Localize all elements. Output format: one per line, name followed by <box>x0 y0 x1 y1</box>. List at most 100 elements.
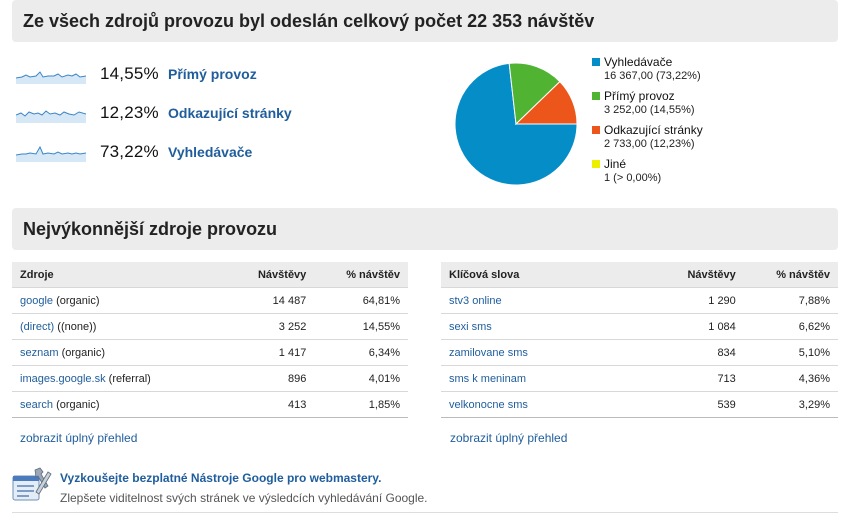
sparkline-icon <box>16 109 86 123</box>
row-link[interactable]: sexi sms <box>449 320 492 333</box>
visits-cell: 896 <box>228 365 315 392</box>
source-cell: images.google.sk (referral) <box>12 365 228 392</box>
column-header[interactable]: Klíčová slova <box>441 262 657 288</box>
table-row: google (organic) 14 487 64,81% <box>12 287 408 314</box>
legend-category: Odkazující stránky <box>604 123 703 137</box>
link-direct-traffic[interactable]: Přímý provoz <box>168 65 257 82</box>
table-row: zamilovane sms 834 5,10% <box>441 339 838 366</box>
visits-cell: 834 <box>657 339 744 366</box>
table-header-row: Klíčová slova Návštěvy % návštěv <box>441 262 838 288</box>
row-link[interactable]: images.google.sk <box>20 372 106 385</box>
percent-cell: 4,01% <box>314 365 408 392</box>
top-sources-title: Nejvýkonnější zdroje provozu <box>23 218 278 239</box>
source-cell: zamilovane sms <box>441 339 657 366</box>
table-row: (direct) ((none)) 3 252 14,55% <box>12 313 408 340</box>
link-search-engines[interactable]: Vyhledávače <box>168 143 253 160</box>
row-link[interactable]: sms k meninam <box>449 372 527 385</box>
visits-cell: 3 252 <box>228 313 315 340</box>
row-link[interactable]: seznam <box>20 346 59 359</box>
promo-title-link[interactable]: Vyzkoušejte bezplatné Nástroje Google pr… <box>60 471 382 485</box>
row-link[interactable]: velkonocne sms <box>449 398 528 411</box>
percent-cell: 14,55% <box>314 313 408 340</box>
sparkline-icon <box>16 145 86 162</box>
visits-cell: 713 <box>657 365 744 392</box>
legend-label: Odkazující stránky <box>592 123 703 137</box>
source-cell: google (organic) <box>12 287 228 314</box>
source-cell: search (organic) <box>12 391 228 418</box>
summary-row-direct: 14,55% Přímý provoz <box>16 54 436 93</box>
keywords-table: Klíčová slova Návštěvy % návštěv stv3 on… <box>441 262 838 418</box>
link-referring-sites[interactable]: Odkazující stránky <box>168 104 292 121</box>
legend-item: Přímý provoz 3 252,00 (14,55%) <box>592 89 703 116</box>
legend-label: Jiné <box>592 157 703 171</box>
keywords-full-report-link[interactable]: zobrazit úplný přehled <box>450 431 568 445</box>
table-row: velkonocne sms 539 3,29% <box>441 391 838 418</box>
promo-text: Zlepšete viditelnost svých stránek ve vý… <box>60 491 428 505</box>
legend-value: 1 (> 0,00%) <box>604 172 662 184</box>
legend-swatch <box>592 92 600 100</box>
legend-category: Vyhledávače <box>604 55 673 69</box>
legend-item: Jiné 1 (> 0,00%) <box>592 157 703 184</box>
percent-cell: 7,88% <box>743 287 838 314</box>
row-link[interactable]: google <box>20 294 54 307</box>
row-link[interactable]: stv3 online <box>449 294 502 307</box>
sources-full-report-link[interactable]: zobrazit úplný přehled <box>20 431 138 445</box>
visits-cell: 413 <box>228 391 315 418</box>
percent-cell: 1,85% <box>314 391 408 418</box>
table-row: stv3 online 1 290 7,88% <box>441 287 838 314</box>
legend-value: 16 367,00 (73,22%) <box>604 70 701 82</box>
source-cell: (direct) ((none)) <box>12 313 228 340</box>
legend-swatch <box>592 126 600 134</box>
row-link[interactable]: search <box>20 398 54 411</box>
source-cell: stv3 online <box>441 287 657 314</box>
percent-cell: 5,10% <box>743 339 838 366</box>
divider <box>12 512 838 513</box>
traffic-pie-chart <box>454 62 578 186</box>
summary-percent: 12,23% <box>100 102 159 122</box>
table-header-row: Zdroje Návštěvy % návštěv <box>12 262 408 288</box>
column-header[interactable]: % návštěv <box>743 262 838 288</box>
column-header[interactable]: % návštěv <box>314 262 408 288</box>
percent-cell: 4,36% <box>743 365 838 392</box>
percent-cell: 3,29% <box>743 391 838 418</box>
percent-cell: 6,34% <box>314 339 408 366</box>
legend-value: 3 252,00 (14,55%) <box>604 104 695 116</box>
webmaster-tools-icon <box>12 467 52 501</box>
sources-table: Zdroje Návštěvy % návštěv google (organi… <box>12 262 408 418</box>
summary-title: Ze všech zdrojů provozu byl odeslán celk… <box>23 10 595 31</box>
summary-header: Ze všech zdrojů provozu byl odeslán celk… <box>12 0 838 42</box>
visits-cell: 1 084 <box>657 313 744 340</box>
row-link[interactable]: zamilovane sms <box>449 346 528 359</box>
column-header[interactable]: Návštěvy <box>657 262 744 288</box>
medium-label: ((none)) <box>54 320 97 333</box>
sparkline-icon <box>16 70 86 84</box>
source-cell: sms k meninam <box>441 365 657 392</box>
legend-item: Odkazující stránky 2 733,00 (12,23%) <box>592 123 703 150</box>
pie-legend: Vyhledávače 16 367,00 (73,22%) Přímý provo… <box>592 55 703 191</box>
row-link[interactable]: (direct) <box>20 320 55 333</box>
legend-label: Vyhledávače <box>592 55 703 69</box>
legend-category: Přímý provoz <box>604 89 675 103</box>
legend-value: 2 733,00 (12,23%) <box>604 138 695 150</box>
pie-chart-svg <box>454 62 578 186</box>
percent-cell: 64,81% <box>314 287 408 314</box>
source-cell: sexi sms <box>441 313 657 340</box>
pie-slice <box>508 62 561 126</box>
column-header[interactable]: Zdroje <box>12 262 228 288</box>
legend-swatch <box>592 58 600 66</box>
webmaster-promo: Vyzkoušejte bezplatné Nástroje Google pr… <box>12 466 428 505</box>
medium-label: (referral) <box>105 372 151 385</box>
medium-label: (organic) <box>58 346 105 359</box>
summary-row-referring: 12,23% Odkazující stránky <box>16 93 436 132</box>
column-header[interactable]: Návštěvy <box>228 262 315 288</box>
table-row: images.google.sk (referral) 896 4,01% <box>12 365 408 392</box>
visits-cell: 14 487 <box>228 287 315 314</box>
legend-swatch <box>592 160 600 168</box>
table-row: seznam (organic) 1 417 6,34% <box>12 339 408 366</box>
table-row: sexi sms 1 084 6,62% <box>441 313 838 340</box>
source-cell: velkonocne sms <box>441 391 657 418</box>
legend-label: Přímý provoz <box>592 89 703 103</box>
summary-row-search: 73,22% Vyhledávače <box>16 132 436 171</box>
visits-cell: 539 <box>657 391 744 418</box>
legend-item: Vyhledávače 16 367,00 (73,22%) <box>592 55 703 82</box>
